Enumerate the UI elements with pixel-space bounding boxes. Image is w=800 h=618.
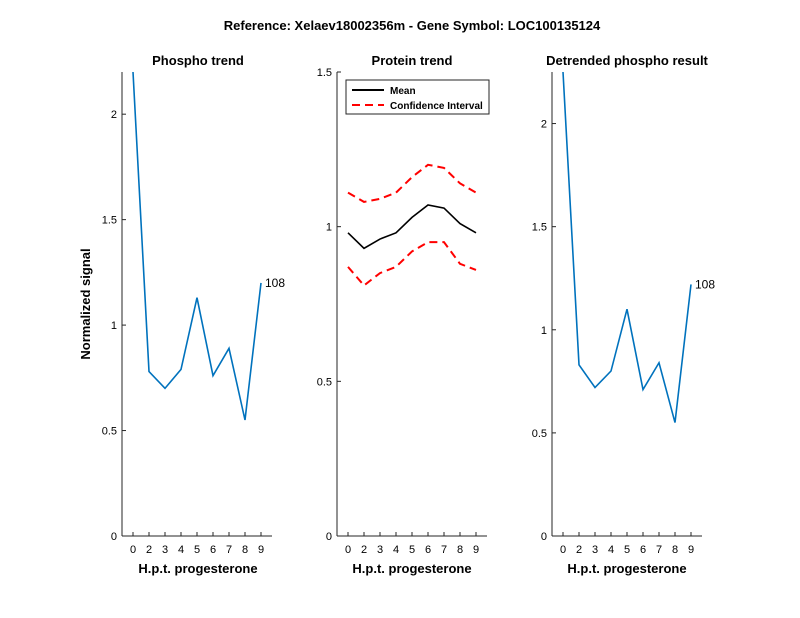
protein-trend-ytick-label: 0.5 — [317, 376, 332, 388]
phospho-trend-ylabel: Normalized signal — [78, 248, 93, 359]
protein-trend-xtick-label: 4 — [393, 544, 399, 556]
protein-trend-xtick-label: 9 — [473, 544, 479, 556]
phospho-trend-xtick-label: 8 — [242, 544, 248, 556]
phospho-trend-ytick-label: 1 — [111, 320, 117, 332]
phospho-trend-ytick-label: 0.5 — [102, 426, 117, 438]
phospho-trend-xtick-label: 5 — [194, 544, 200, 556]
detrended-phospho-ytick-label: 1 — [541, 325, 547, 337]
protein-trend-legend-box — [345, 79, 490, 115]
detrended-phospho-xtick-label: 5 — [624, 544, 630, 556]
phospho-trend-end-label: 108 — [265, 276, 285, 290]
protein-trend-ytick-label: 0 — [326, 531, 332, 543]
phospho-trend-xtick-label: 6 — [210, 544, 216, 556]
detrended-phospho-ytick-label: 1.5 — [532, 222, 547, 234]
detrended-phospho-xtick-label: 7 — [656, 544, 662, 556]
protein-trend-xtick-label: 3 — [377, 544, 383, 556]
phospho-trend-xtick-label: 7 — [226, 544, 232, 556]
detrended-phospho-end-label: 108 — [695, 277, 715, 291]
phospho-trend-xtick-label: 2 — [146, 544, 152, 556]
detrended-phospho-title: Detrended phospho result — [546, 53, 708, 68]
detrended-phospho-series-line-0 — [562, 72, 692, 423]
detrended-phospho-xtick-label: 0 — [560, 544, 566, 556]
protein-trend-xtick-label: 8 — [457, 544, 463, 556]
phospho-trend-ytick-label: 1.5 — [102, 215, 117, 227]
protein-trend-series-line-0 — [347, 204, 477, 250]
phospho-trend-xtick-label: 0 — [130, 544, 136, 556]
protein-trend-ytick-label: 1 — [326, 222, 332, 234]
protein-trend-xtick-label: 0 — [345, 544, 351, 556]
phospho-trend-xtick-label: 9 — [258, 544, 264, 556]
detrended-phospho-axes: Detrended phospho result 00.511.520 2 3 4 5 6… — [532, 53, 716, 576]
detrended-phospho-xtick-label: 9 — [688, 544, 694, 556]
detrended-phospho-ytick-label: 2 — [541, 119, 547, 131]
detrended-phospho-ytick-label: 0 — [541, 531, 547, 543]
protein-trend-ytick-label: 1.5 — [317, 67, 332, 79]
detrended-phospho-xtick-label: 2 — [576, 544, 582, 556]
phospho-trend-xtick-label: 3 — [162, 544, 168, 556]
phospho-trend-ytick-label: 2 — [111, 109, 117, 121]
phospho-trend-xtick-label: 4 — [178, 544, 184, 556]
phospho-trend-ytick-label: 0 — [111, 531, 117, 543]
protein-trend-legend-label: Confidence Interval — [390, 101, 483, 112]
protein-trend-series-line-1 — [347, 163, 477, 203]
figure-suptitle: Reference: Xelaev18002356m - Gene Symbol… — [224, 18, 601, 33]
protein-trend-xtick-label: 5 — [409, 544, 415, 556]
protein-trend-xtick-label: 2 — [361, 544, 367, 556]
phospho-trend-series-line-0 — [132, 72, 262, 421]
protein-trend-xtick-label: 6 — [425, 544, 431, 556]
protein-trend-legend-label: Mean — [390, 86, 416, 97]
detrended-phospho-xlabel: H.p.t. progesterone — [567, 561, 686, 576]
protein-trend-xlabel: H.p.t. progesterone — [352, 561, 471, 576]
protein-trend-axes: Protein trend 00.511.50 2 3 4 5 6 7 8 9MeanConfi… — [317, 53, 490, 576]
protein-trend-title: Protein trend — [372, 53, 453, 68]
detrended-phospho-xtick-label: 8 — [672, 544, 678, 556]
detrended-phospho-xtick-label: 6 — [640, 544, 646, 556]
phospho-trend-title: Phospho trend — [152, 53, 244, 68]
protein-trend-xtick-label: 7 — [441, 544, 447, 556]
detrended-phospho-xtick-label: 3 — [592, 544, 598, 556]
detrended-phospho-xtick-label: 4 — [608, 544, 614, 556]
detrended-phospho-ytick-label: 0.5 — [532, 428, 547, 440]
phospho-trend-xlabel: H.p.t. progesterone — [138, 561, 257, 576]
protein-trend-series-line-2 — [347, 241, 477, 287]
